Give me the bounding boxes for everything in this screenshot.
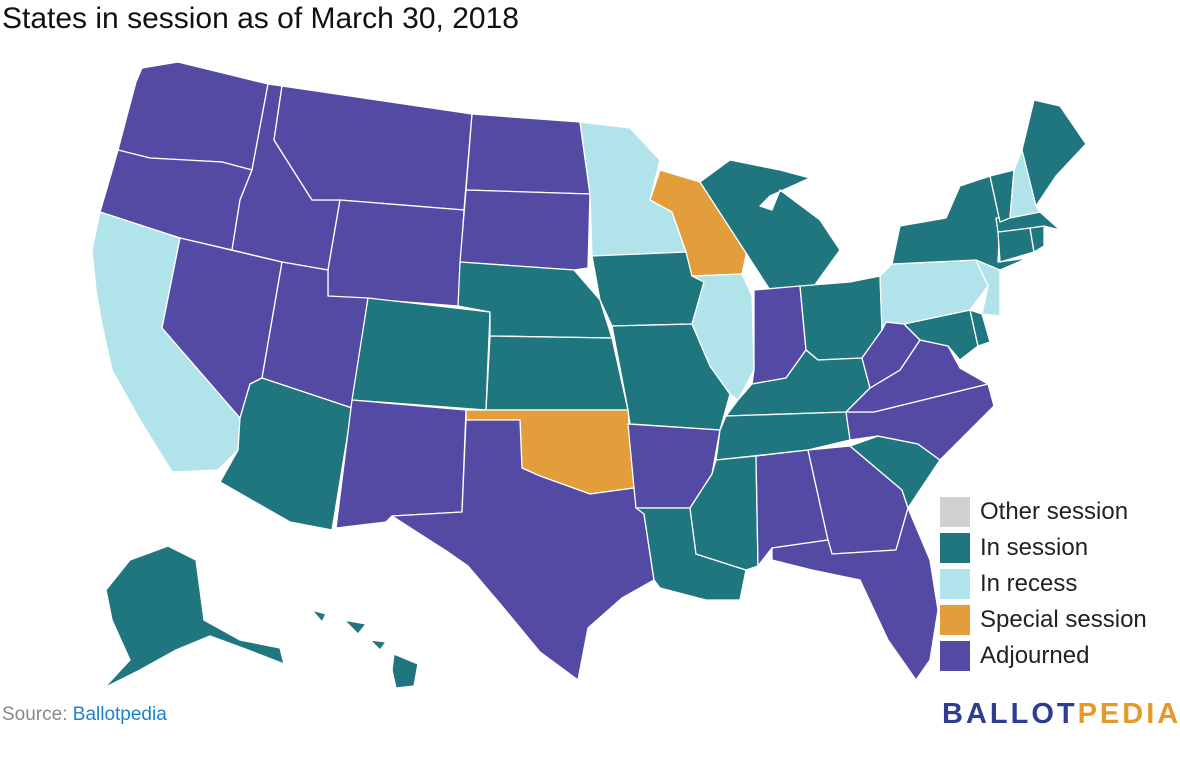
state-maine[interactable] xyxy=(1021,99,1087,207)
legend-item-in-recess: In recess xyxy=(940,566,1147,602)
legend-swatch xyxy=(940,641,970,671)
state-illinois[interactable] xyxy=(691,273,755,401)
state-north-dakota[interactable] xyxy=(465,113,591,195)
legend-swatch xyxy=(940,605,970,635)
state-delaware[interactable] xyxy=(969,309,991,347)
logo-part-1: BALLOT xyxy=(942,698,1078,730)
legend-item-in-session: In session xyxy=(940,530,1147,566)
legend-label: Adjourned xyxy=(980,642,1090,669)
legend-swatch xyxy=(940,533,970,563)
state-south-dakota[interactable] xyxy=(459,189,591,271)
state-washington[interactable] xyxy=(117,61,269,171)
legend-swatch xyxy=(940,569,970,599)
legend-item-adjourned: Adjourned xyxy=(940,638,1147,674)
state-iowa[interactable] xyxy=(591,251,705,327)
legend-item-special-session: Special session xyxy=(940,602,1147,638)
state-kansas[interactable] xyxy=(485,335,629,411)
ballotpedia-logo: BALLOTPEDIA xyxy=(942,698,1180,731)
state-alaska[interactable] xyxy=(103,545,285,689)
state-hawaii[interactable] xyxy=(311,609,419,689)
state-wyoming[interactable] xyxy=(327,199,465,307)
logo-part-2: PEDIA xyxy=(1077,698,1180,730)
source-credit: Source: Ballotpedia xyxy=(2,704,167,726)
map-legend: Other session In session In recess Speci… xyxy=(940,494,1147,674)
legend-label: In recess xyxy=(980,570,1078,597)
legend-label: In session xyxy=(980,534,1089,561)
source-label: Source: xyxy=(2,704,68,725)
state-florida[interactable] xyxy=(771,507,939,681)
state-colorado[interactable] xyxy=(351,297,491,411)
source-link[interactable]: Ballotpedia xyxy=(72,704,167,725)
state-new-mexico[interactable] xyxy=(335,399,467,529)
map-title: States in session as of March 30, 2018 xyxy=(2,2,519,35)
legend-label: Other session xyxy=(980,498,1129,525)
state-texas[interactable] xyxy=(391,419,655,681)
state-new-hampshire[interactable] xyxy=(1009,149,1041,219)
state-connecticut[interactable] xyxy=(997,227,1035,263)
legend-label: Special session xyxy=(980,606,1147,633)
legend-swatch xyxy=(940,497,970,527)
legend-item-other-session: Other session xyxy=(940,494,1147,530)
